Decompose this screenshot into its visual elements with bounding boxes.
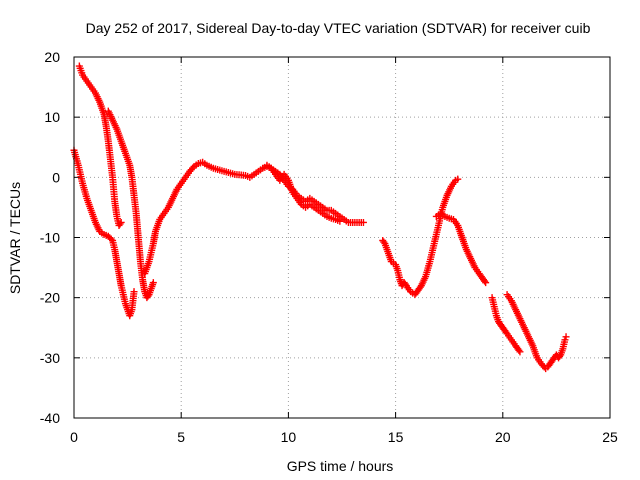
x-tick-label: 20 xyxy=(495,429,511,445)
data-point xyxy=(482,279,490,287)
x-tick-label: 0 xyxy=(70,429,78,445)
data-point xyxy=(502,328,510,336)
data-point xyxy=(117,218,125,226)
series-arc4 xyxy=(141,158,367,278)
plot-frame xyxy=(73,56,611,419)
data-point xyxy=(359,218,367,226)
y-tick-label: 0 xyxy=(52,169,60,185)
data-point xyxy=(401,280,409,288)
data-point xyxy=(562,333,570,341)
data-point xyxy=(481,277,489,285)
data-point xyxy=(515,346,523,354)
data-point xyxy=(454,175,462,183)
data-point xyxy=(107,235,115,243)
data-point xyxy=(556,352,564,360)
series-arc5 xyxy=(263,161,344,225)
data-point xyxy=(336,217,344,225)
x-tick-label: 10 xyxy=(281,429,297,445)
data-point xyxy=(380,238,388,246)
x-tick-label: 25 xyxy=(602,429,618,445)
data-point xyxy=(144,292,152,300)
chart-title: Day 252 of 2017, Sidereal Day-to-day VTE… xyxy=(86,20,591,36)
y-tick-label: -30 xyxy=(40,350,60,366)
x-tick-label: 15 xyxy=(388,429,404,445)
y-tick-label: -20 xyxy=(40,290,60,306)
x-tick-label: 5 xyxy=(177,429,185,445)
series-arc2 xyxy=(75,62,125,229)
data-points xyxy=(70,62,570,373)
series-arc8 xyxy=(488,294,524,356)
series-arc7 xyxy=(432,209,490,287)
axis-ticks: 0 5 10 15 20 25 -40 -30 -20 -10 0 10 20 xyxy=(40,49,618,445)
y-tick-label: 10 xyxy=(44,109,60,125)
data-point xyxy=(116,220,124,228)
series-arc6 xyxy=(379,175,462,299)
grid xyxy=(74,57,610,418)
data-point xyxy=(130,288,138,296)
data-point xyxy=(516,348,524,356)
y-axis-label: SDTVAR / TECUs xyxy=(7,182,23,294)
y-tick-label: 20 xyxy=(44,49,60,65)
x-axis-label: GPS time / hours xyxy=(287,458,394,474)
data-point xyxy=(149,279,157,287)
series-arc9 xyxy=(503,291,570,373)
series-arc1 xyxy=(70,146,138,320)
y-tick-label: -10 xyxy=(40,230,60,246)
data-point xyxy=(189,164,197,172)
series-arc3 xyxy=(104,107,157,302)
y-tick-label: -40 xyxy=(40,410,60,426)
